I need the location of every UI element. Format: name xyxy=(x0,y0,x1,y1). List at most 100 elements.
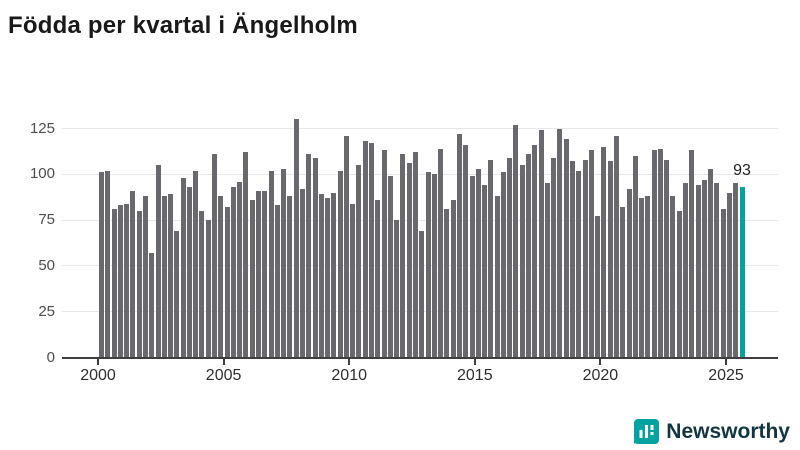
bar xyxy=(582,159,588,358)
bar xyxy=(563,139,569,358)
bar xyxy=(551,157,557,358)
bar xyxy=(218,196,224,358)
bar xyxy=(394,220,400,358)
axis-tick xyxy=(97,359,99,365)
y-tick-label: 125 xyxy=(29,119,55,137)
bar xyxy=(482,185,488,358)
bar xyxy=(212,154,218,358)
axis-tick xyxy=(348,359,351,365)
x-tick-label: 2000 xyxy=(80,367,116,384)
bar xyxy=(588,150,594,358)
bar xyxy=(513,124,519,358)
bar xyxy=(695,185,701,358)
bar xyxy=(356,165,362,358)
bar xyxy=(463,144,469,358)
bar xyxy=(557,128,563,358)
bar xyxy=(438,148,444,358)
bar xyxy=(262,190,268,358)
bar xyxy=(224,207,230,358)
bar xyxy=(362,141,368,358)
bar xyxy=(576,170,582,358)
bar xyxy=(683,183,689,358)
bar xyxy=(318,194,324,358)
x-axis-line xyxy=(62,357,778,359)
bar xyxy=(639,198,645,358)
bar xyxy=(312,157,318,358)
x-tick-label: 2005 xyxy=(205,367,242,384)
bar xyxy=(526,154,532,358)
bar xyxy=(299,188,305,358)
bar xyxy=(494,196,500,358)
bar xyxy=(613,135,619,358)
bar xyxy=(274,205,280,358)
bar xyxy=(331,192,337,358)
bar xyxy=(136,210,142,358)
highlighted-bar xyxy=(739,187,745,358)
bar xyxy=(475,168,481,358)
axis-tick xyxy=(599,359,602,365)
bar xyxy=(149,253,155,358)
bar xyxy=(230,187,236,358)
bar xyxy=(256,190,261,358)
bar xyxy=(193,170,199,358)
bar xyxy=(519,165,525,358)
bar-chart-bubble-icon xyxy=(634,419,660,444)
bar xyxy=(99,172,104,358)
bar xyxy=(626,188,632,358)
bar xyxy=(570,161,575,358)
bar xyxy=(544,183,550,358)
bar xyxy=(155,165,161,358)
bar xyxy=(701,179,707,358)
bar xyxy=(306,154,312,358)
bar xyxy=(413,152,418,358)
bar xyxy=(111,209,117,358)
bar xyxy=(444,209,450,358)
gridline xyxy=(62,173,778,175)
bar xyxy=(670,196,676,358)
bar xyxy=(237,181,243,358)
bar xyxy=(645,196,651,358)
y-tick-label: 75 xyxy=(38,211,55,229)
bar xyxy=(714,183,720,358)
bar xyxy=(664,159,670,358)
bar xyxy=(532,144,538,358)
bar xyxy=(117,205,123,358)
bar xyxy=(337,170,343,358)
x-tick-label: 2015 xyxy=(457,367,493,384)
bar xyxy=(507,157,513,358)
gridline xyxy=(62,128,778,129)
bar xyxy=(733,183,739,358)
logo-wordmark: Newsworthy xyxy=(666,419,790,443)
bar xyxy=(500,172,506,358)
y-tick-label: 50 xyxy=(38,256,55,274)
bar xyxy=(180,177,186,358)
bar xyxy=(488,159,494,358)
bar xyxy=(431,174,437,358)
bar xyxy=(186,187,192,358)
chart-title: Födda per kvartal i Ängelholm xyxy=(8,12,358,39)
x-tick-label: 2025 xyxy=(708,367,744,384)
bar xyxy=(130,190,136,358)
axis-tick xyxy=(473,359,476,365)
bar xyxy=(325,198,331,358)
axis-tick xyxy=(222,359,225,365)
newsworthy-logo: Newsworthy xyxy=(634,419,790,444)
bar xyxy=(419,231,425,358)
bar xyxy=(375,199,381,358)
bar xyxy=(456,133,462,358)
bar xyxy=(450,199,456,358)
bar xyxy=(406,163,412,358)
bar xyxy=(651,150,657,358)
bar xyxy=(381,150,387,358)
bar xyxy=(343,135,349,358)
bar xyxy=(369,143,375,358)
bar xyxy=(387,176,393,358)
bar xyxy=(657,148,663,358)
bar xyxy=(601,146,607,358)
bar xyxy=(727,192,732,358)
bar xyxy=(607,161,613,358)
bar xyxy=(720,209,726,358)
bar xyxy=(174,231,180,358)
bar xyxy=(538,130,544,358)
